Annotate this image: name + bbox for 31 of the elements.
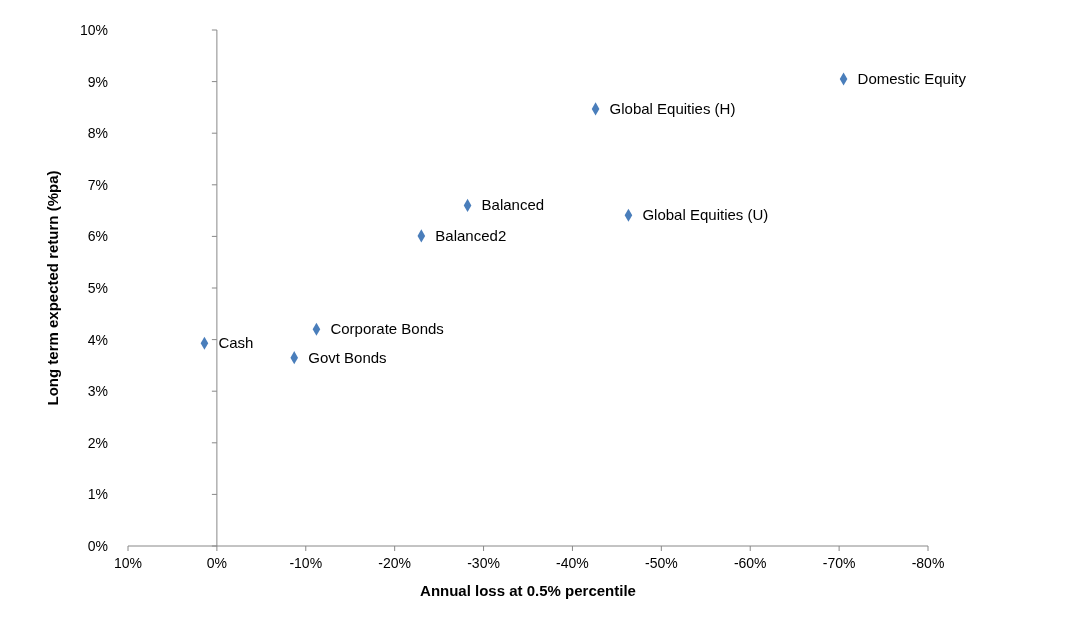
annotation: Balanced2 xyxy=(435,226,507,244)
annotation: Cash xyxy=(218,334,254,352)
x-tick-label: -70% xyxy=(822,555,856,571)
x-tick-label: -20% xyxy=(378,555,412,571)
x-tick-label: -10% xyxy=(289,555,323,571)
y-tick-label: 8% xyxy=(87,125,108,142)
y-tick-label: 1% xyxy=(87,486,108,503)
x-tick-label: -40% xyxy=(556,555,589,571)
x-tick-label: -50% xyxy=(644,555,678,571)
x-tick-label: -30% xyxy=(467,555,500,571)
y-tick-label: 6% xyxy=(87,228,108,245)
x-tick-label: -80% xyxy=(911,555,945,571)
y-tick-label: 9% xyxy=(87,73,108,90)
y-tick-label: 2% xyxy=(87,434,108,451)
annotation: Govt Bonds xyxy=(308,348,387,366)
y-tick-label: 3% xyxy=(87,383,108,400)
x-tick-label: -60% xyxy=(733,555,767,571)
y-tick-label: 7% xyxy=(87,176,108,193)
x-tick-label: 0% xyxy=(206,555,228,571)
y-tick-label: 4% xyxy=(87,331,108,348)
y-tick-label: 0% xyxy=(87,538,108,554)
annotation: Domestic Equity xyxy=(857,70,967,88)
y-tick-label: 5% xyxy=(87,280,108,296)
y-axis-title: Long term expected return (%pa) xyxy=(44,170,61,406)
x-tick-label: 10% xyxy=(113,555,143,571)
annotation: Corporate Bonds xyxy=(330,320,444,338)
x-axis-title: Annual loss at 0.5% percentile xyxy=(420,582,636,599)
annotation: Global Equities (H) xyxy=(609,99,736,117)
annotation: Balanced xyxy=(481,196,545,214)
y-tick-label: 10% xyxy=(79,22,108,38)
annotation: Global Equities (U) xyxy=(642,206,769,224)
